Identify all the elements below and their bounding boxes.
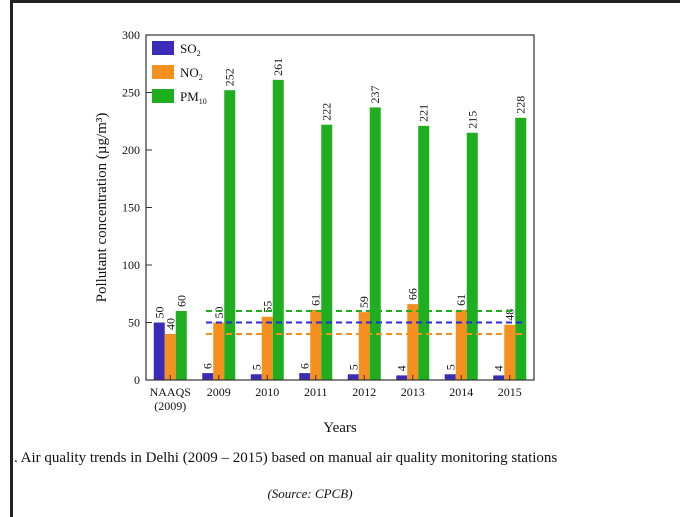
bar-no-0 — [164, 334, 176, 380]
bar-no-6 — [455, 309, 467, 380]
x-tick-label: 2011 — [304, 385, 328, 399]
x-tick-label: (2009) — [154, 399, 186, 413]
data-label: 215 — [465, 111, 479, 129]
left-border — [10, 0, 13, 517]
data-label: 6 — [201, 363, 215, 369]
data-label: 61 — [454, 294, 468, 306]
data-label: 40 — [163, 318, 177, 330]
bar-so-5 — [396, 375, 408, 380]
legend-swatch-no — [152, 65, 174, 79]
x-tick-label: NAAQS — [150, 385, 191, 399]
y-tick-label: 250 — [122, 86, 140, 100]
bar-no-2 — [261, 316, 273, 380]
bar-pm-6 — [466, 132, 478, 380]
x-axis-title: Years — [323, 420, 357, 436]
bar-pm-7 — [515, 117, 527, 381]
data-label: 221 — [417, 104, 431, 122]
top-border — [10, 0, 680, 3]
data-label: 6 — [298, 363, 312, 369]
bar-pm-1 — [224, 90, 236, 380]
bar-no-1 — [213, 322, 225, 380]
data-label: 59 — [357, 296, 371, 308]
bar-so-3 — [299, 373, 311, 380]
y-tick-label: 100 — [122, 258, 140, 272]
bar-so-6 — [444, 374, 456, 380]
x-tick-label: 2012 — [352, 385, 376, 399]
data-label: 5 — [346, 364, 360, 370]
bar-so-7 — [493, 375, 505, 380]
data-label: 261 — [271, 58, 285, 76]
data-label: 4 — [395, 365, 409, 371]
data-label: 252 — [223, 68, 237, 86]
legend-label-pm: PM10 — [180, 89, 207, 106]
data-label: 228 — [514, 96, 528, 114]
bar-so-0 — [153, 322, 165, 380]
x-tick-label: 2015 — [498, 385, 522, 399]
y-tick-label: 50 — [128, 316, 140, 330]
y-axis-title: Pollutant concentration (µg/m³) — [94, 113, 110, 303]
data-label: 5 — [443, 364, 457, 370]
bar-pm-0 — [175, 311, 187, 380]
data-label: 237 — [368, 85, 382, 103]
y-tick-label: 0 — [134, 373, 140, 387]
data-label: 5 — [249, 364, 263, 370]
bar-pm-3 — [321, 124, 333, 380]
data-label: 222 — [320, 103, 334, 121]
bar-pm-2 — [272, 79, 284, 380]
bar-so-4 — [347, 374, 359, 380]
bar-no-5 — [407, 304, 419, 380]
bar-no-7 — [504, 324, 516, 380]
bar-no-3 — [310, 309, 322, 380]
x-tick-label: 2010 — [255, 385, 279, 399]
legend-swatch-pm — [152, 89, 174, 103]
bar-pm-5 — [418, 125, 430, 380]
data-label: 50 — [212, 307, 226, 319]
data-label: 61 — [309, 294, 323, 306]
y-tick-label: 200 — [122, 143, 140, 157]
x-tick-label: 2013 — [401, 385, 425, 399]
x-tick-label: 2014 — [449, 385, 473, 399]
data-label: 60 — [174, 295, 188, 307]
data-label: 55 — [260, 301, 274, 313]
y-tick-label: 150 — [122, 201, 140, 215]
legend-label-no: NO2 — [180, 65, 203, 82]
figure-caption: . Air quality trends in Delhi (2009 – 20… — [14, 450, 558, 466]
bar-so-1 — [202, 373, 214, 380]
y-tick-label: 300 — [122, 28, 140, 42]
bar-so-2 — [250, 374, 262, 380]
data-label: 50 — [152, 307, 166, 319]
legend-swatch-so — [152, 41, 174, 55]
x-tick-label: 2009 — [207, 385, 231, 399]
bar-pm-4 — [369, 107, 381, 380]
figure-source: (Source: CPCB) — [267, 486, 353, 501]
data-label: 4 — [492, 365, 506, 371]
bar-no-4 — [358, 312, 370, 380]
data-label: 66 — [406, 288, 420, 300]
legend-label-so: SO2 — [180, 41, 201, 58]
